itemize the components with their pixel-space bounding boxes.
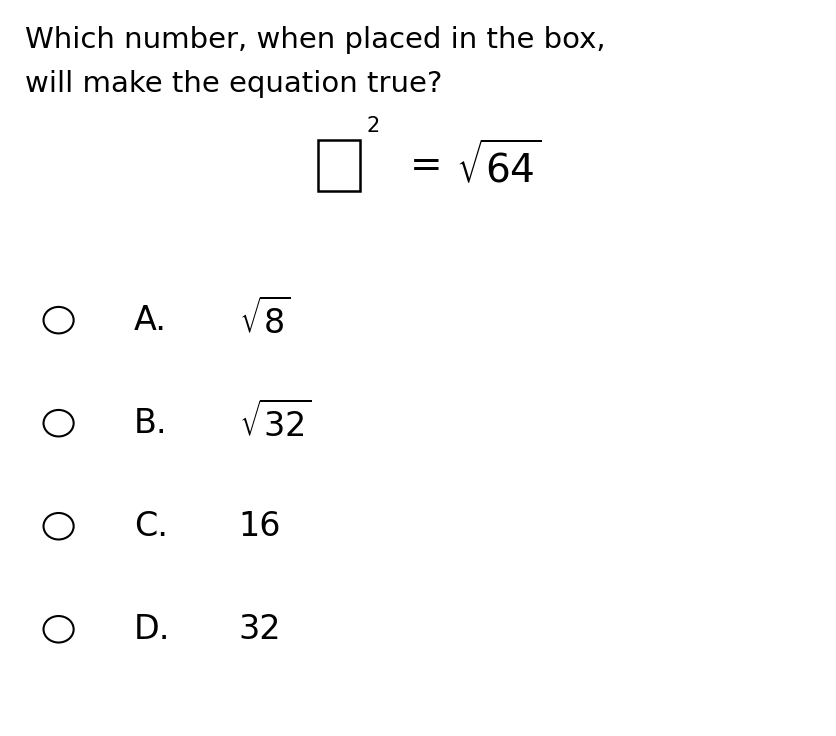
Text: 16: 16 [238, 510, 281, 542]
Text: C.: C. [134, 510, 168, 542]
Text: $\sqrt{32}$: $\sqrt{32}$ [238, 402, 311, 445]
Text: 32: 32 [238, 613, 281, 645]
Text: A.: A. [134, 304, 166, 336]
Text: =: = [410, 146, 442, 185]
Text: D.: D. [134, 613, 171, 645]
Text: will make the equation true?: will make the equation true? [25, 70, 442, 98]
FancyBboxPatch shape [318, 140, 359, 191]
Text: $\sqrt{64}$: $\sqrt{64}$ [456, 141, 541, 190]
Text: Which number, when placed in the box,: Which number, when placed in the box, [25, 26, 605, 54]
Text: B.: B. [134, 407, 167, 439]
Text: $\sqrt{8}$: $\sqrt{8}$ [238, 299, 290, 342]
Text: 2: 2 [366, 116, 380, 136]
